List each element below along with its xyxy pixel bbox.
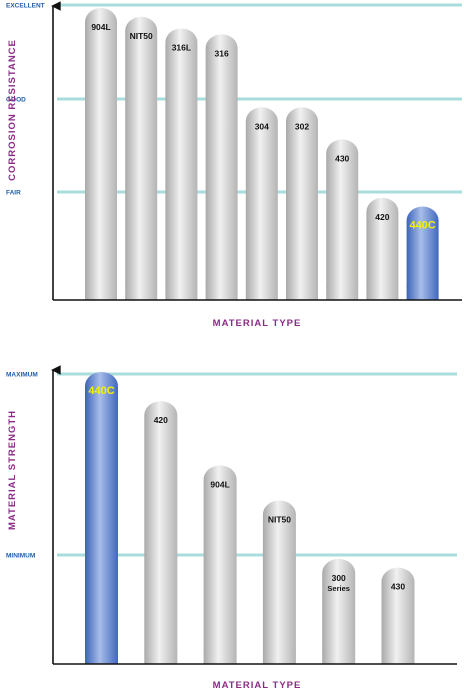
bar-label-440c: 440C xyxy=(409,220,435,232)
bar-base-420 xyxy=(366,286,399,300)
level-label-minimum: MINIMUM xyxy=(6,553,35,560)
level-label-excellent: EXCELLENT xyxy=(6,3,45,10)
bar-label-316l: 316L xyxy=(172,42,191,52)
bar-label-nit50: NIT50 xyxy=(268,514,291,524)
bar-base-904l xyxy=(203,650,237,664)
bar-420 xyxy=(366,197,399,301)
bar-430 xyxy=(326,139,359,301)
bar-nit50 xyxy=(262,500,296,665)
bar-label-304: 304 xyxy=(255,121,269,131)
bar-label-302: 302 xyxy=(295,121,309,131)
bar-base-430 xyxy=(381,650,415,664)
bar-label-nit50: NIT50 xyxy=(130,31,153,41)
bar-base-nit50 xyxy=(125,286,158,300)
bar-base-316l xyxy=(165,286,198,300)
bar-440c xyxy=(85,372,118,665)
bar-904l xyxy=(85,8,117,301)
x-axis-title: MATERIAL TYPE xyxy=(213,318,302,329)
bar-label-430: 430 xyxy=(391,582,405,592)
bar-430 xyxy=(381,567,415,665)
bar-base-nit50 xyxy=(262,650,296,664)
bar-nit50 xyxy=(125,16,158,301)
bar-label-300: 300 xyxy=(332,573,346,583)
y-axis-title: MATERIAL STRENGTH xyxy=(7,410,18,530)
bar-440c xyxy=(406,206,439,301)
bar-base-300 xyxy=(322,650,356,664)
bar-base-440c xyxy=(406,286,439,300)
y-axis-title: CORROSION RESISTANCE xyxy=(7,39,18,181)
level-label-fair: FAIR xyxy=(6,190,21,197)
bar-label-430: 430 xyxy=(335,153,349,163)
bar-420 xyxy=(144,401,178,665)
level-label-maximum: MAXIMUM xyxy=(6,372,38,379)
bar-300 xyxy=(322,558,356,665)
bar-label-904l: 904L xyxy=(210,479,229,489)
bar-label-904l: 904L xyxy=(91,22,110,32)
x-axis-title: MATERIAL TYPE xyxy=(213,680,302,691)
bar-904l xyxy=(203,465,237,665)
bar-label-316: 316 xyxy=(215,48,229,58)
bar-label-440c: 440C xyxy=(88,385,114,397)
bar-316 xyxy=(205,34,238,301)
bar-sublabel-300: Series xyxy=(327,584,350,593)
bar-302 xyxy=(286,107,318,301)
bar-304 xyxy=(245,107,278,301)
bar-base-316 xyxy=(205,286,238,300)
bar-base-304 xyxy=(245,286,278,300)
bar-base-420 xyxy=(144,650,178,664)
bar-base-302 xyxy=(286,286,318,300)
level-label-good: GOOD xyxy=(6,97,26,104)
bar-label-420: 420 xyxy=(375,212,389,222)
bar-label-420: 420 xyxy=(154,415,168,425)
bar-base-440c xyxy=(85,650,118,664)
corrosion-resistance-chart: EXCELLENT GOOD FAIR 904L NIT50 316L 316 304 302 4… xyxy=(6,1,462,329)
bar-base-430 xyxy=(326,286,359,300)
bar-base-904l xyxy=(85,286,117,300)
bar-316l xyxy=(165,28,198,301)
